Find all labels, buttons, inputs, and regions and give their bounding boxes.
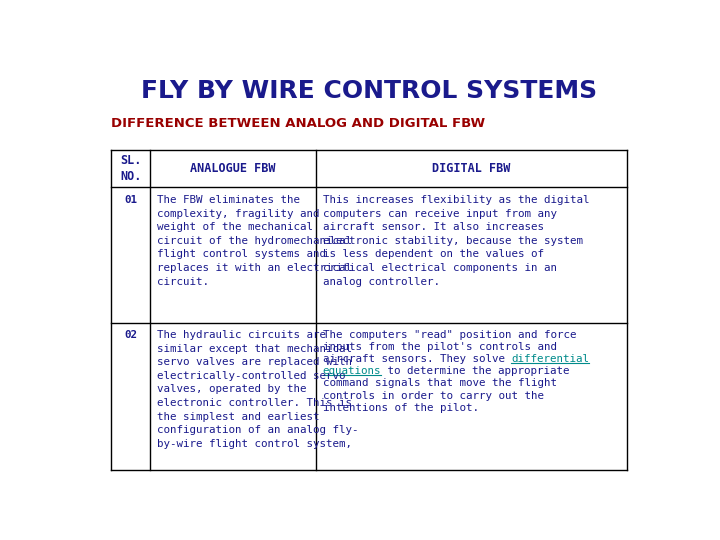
Text: 01: 01 [125, 195, 138, 205]
Text: to determine the appropriate: to determine the appropriate [381, 366, 570, 376]
Text: controls in order to carry out the: controls in order to carry out the [323, 390, 544, 401]
Text: SL.
NO.: SL. NO. [120, 154, 141, 183]
Text: equations: equations [323, 366, 381, 376]
Text: inputs from the pilot's controls and: inputs from the pilot's controls and [323, 342, 557, 352]
Text: The computers "read" position and force: The computers "read" position and force [323, 330, 576, 340]
Text: differential: differential [511, 354, 589, 364]
Text: This increases flexibility as the digital
computers can receive input from any
a: This increases flexibility as the digita… [323, 195, 589, 287]
Text: intentions of the pilot.: intentions of the pilot. [323, 403, 479, 413]
Text: DIGITAL FBW: DIGITAL FBW [432, 162, 510, 176]
Text: 02: 02 [125, 330, 138, 340]
Text: The hydraulic circuits are
similar except that mechanical
servo valves are repla: The hydraulic circuits are similar excep… [157, 330, 359, 449]
Text: aircraft sensors. They solve: aircraft sensors. They solve [323, 354, 511, 364]
Text: command signals that move the flight: command signals that move the flight [323, 379, 557, 388]
Text: The FBW eliminates the
complexity, fragility and
weight of the mechanical
circui: The FBW eliminates the complexity, fragi… [157, 195, 352, 287]
Text: DIFFERENCE BETWEEN ANALOG AND DIGITAL FBW: DIFFERENCE BETWEEN ANALOG AND DIGITAL FB… [111, 117, 485, 130]
Text: FLY BY WIRE CONTROL SYSTEMS: FLY BY WIRE CONTROL SYSTEMS [141, 79, 597, 103]
Text: ANALOGUE FBW: ANALOGUE FBW [190, 162, 276, 176]
